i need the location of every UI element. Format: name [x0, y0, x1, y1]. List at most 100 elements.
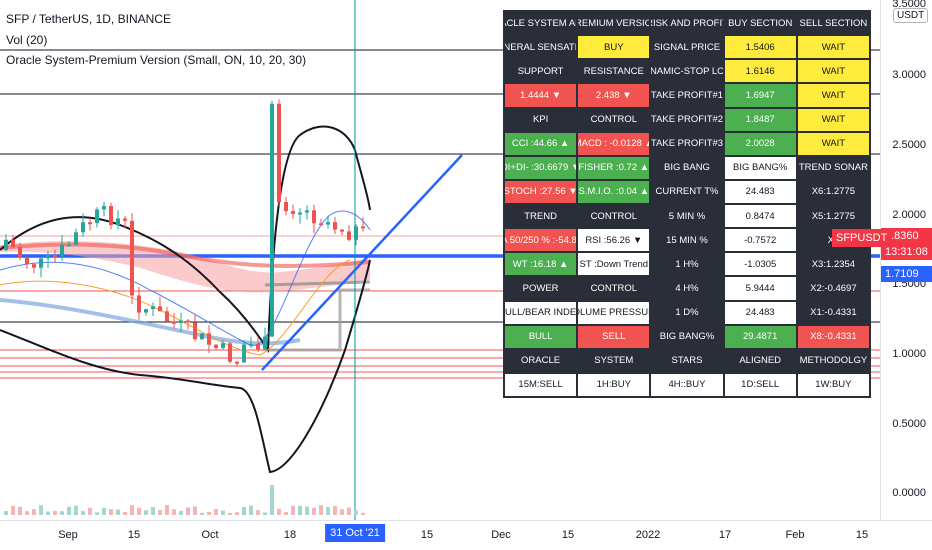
candle-body — [46, 255, 50, 259]
time-tick: 2022 — [635, 529, 661, 541]
table-cell: SYSTEM — [578, 349, 650, 372]
time-tick: 15 — [561, 529, 575, 541]
volume-bar — [74, 505, 78, 515]
table-cell: CURRENT T% — [651, 180, 723, 203]
price-axis[interactable]: USDT 3.5000 3.0000 2.5000 2.0000 1.5000 … — [880, 0, 932, 520]
table-cell: TAKE PROFIT#2 — [651, 108, 723, 131]
table-cell: RSI :56.26 ▼ — [578, 229, 650, 252]
table-cell: ORACLE SYSTEM ALGO — [505, 12, 577, 35]
table-cell: 1 H% — [651, 253, 723, 276]
volume-bar — [340, 509, 344, 515]
volume-bar — [249, 505, 253, 515]
table-cell: BIG BANG% — [651, 325, 723, 348]
candle-body — [354, 226, 358, 240]
volume-bar — [291, 505, 295, 515]
table-cell: BIG BANG — [651, 156, 723, 179]
candle-body — [200, 333, 204, 340]
volume-bar — [18, 506, 22, 515]
volume-bar — [39, 505, 43, 515]
table-cell: 1.8487 — [724, 108, 796, 131]
candle-body — [53, 255, 57, 258]
candle-body — [326, 222, 330, 225]
volume-bar — [277, 508, 281, 515]
volume-bar — [186, 507, 190, 515]
table-cell: WAIT — [797, 36, 869, 59]
table-cell: 5 MIN % — [651, 205, 723, 228]
table-cell: TREND SONAR — [797, 156, 869, 179]
volume-bars — [4, 485, 365, 515]
table-cell: 1.5406 — [724, 36, 796, 59]
time-tick: Dec — [491, 529, 511, 541]
table-cell: TAKE PROFIT#1 — [651, 84, 723, 107]
volume-bar — [67, 506, 71, 515]
candle-body — [312, 210, 316, 224]
symbol-legend: SFP / TetherUS, 1D, BINANCE — [6, 12, 171, 26]
candle-body — [270, 103, 274, 337]
chart-area[interactable]: SFP / TetherUS, 1D, BINANCE Vol (20) Ora… — [0, 0, 880, 520]
table-cell: 2.0028 — [724, 132, 796, 155]
candle-body — [277, 103, 281, 203]
table-cell: X5:1.2775 — [797, 205, 869, 228]
table-cell: 15M:SELL — [505, 373, 577, 396]
volume-bar — [53, 510, 57, 515]
time-axis[interactable]: Sep 15 Oct 18 31 Oct '21 15 Dec 15 2022 … — [0, 520, 932, 550]
price-tick: 1.0000 — [892, 348, 926, 360]
candle-body — [32, 264, 36, 268]
candle-body — [263, 336, 267, 350]
candle-body — [235, 361, 239, 364]
table-cell: CCI :44.66 ▲ — [505, 132, 577, 155]
volume-bar — [102, 507, 106, 515]
table-cell: SELL — [578, 325, 650, 348]
table-cell: TAKE PROFIT#3 — [651, 132, 723, 155]
volume-bar — [214, 509, 218, 515]
volume-bar — [228, 512, 232, 515]
table-cell: TREND — [505, 205, 577, 228]
candle-body — [249, 344, 253, 347]
price-chart[interactable] — [0, 0, 880, 520]
volume-bar — [116, 509, 120, 515]
table-cell: RISK AND PROFIT — [651, 12, 723, 35]
table-cell: 1D:SELL — [724, 373, 796, 396]
volume-bar — [242, 506, 246, 515]
price-tick: 3.0000 — [892, 69, 926, 81]
table-cell: 24.483 — [724, 301, 796, 324]
candle-body — [39, 258, 43, 268]
volume-bar — [221, 510, 225, 515]
table-cell: KPI — [505, 108, 577, 131]
candle-body — [207, 333, 211, 345]
table-cell: DYNAMIC-STOP LOSS — [651, 60, 723, 83]
secondary-price-tag: 1.7109 — [881, 266, 932, 282]
time-cursor-label: 31 Oct '21 — [325, 524, 385, 542]
time-tick: 18 — [283, 529, 297, 541]
candle-body — [88, 222, 92, 225]
table-cell: 1H:BUY — [578, 373, 650, 396]
price-tick: 0.0000 — [892, 487, 926, 499]
time-tick: Feb — [785, 529, 805, 541]
table-cell: ORACLE — [505, 349, 577, 372]
table-cell: POWER — [505, 277, 577, 300]
currency-label[interactable]: USDT — [893, 8, 929, 23]
table-cell: -0.7572 — [724, 229, 796, 252]
countdown-tag: 13:31:08 — [881, 244, 932, 260]
volume-bar — [172, 509, 176, 515]
table-cell: 0.8474 — [724, 205, 796, 228]
volume-bar — [333, 505, 337, 515]
table-cell: ALIGNED — [724, 349, 796, 372]
trend-line[interactable] — [261, 154, 463, 371]
table-cell: 5.9444 — [724, 277, 796, 300]
table-cell: 1.6146 — [724, 60, 796, 83]
candle-body — [319, 223, 323, 226]
price-tick: 2.5000 — [892, 139, 926, 151]
candle-body — [291, 211, 295, 214]
candle-body — [214, 344, 218, 348]
table-cell: CONTROL — [578, 205, 650, 228]
candle-body — [11, 239, 15, 248]
candle-body — [165, 311, 169, 322]
table-cell: STOCH :27.56 ▼ — [505, 180, 577, 203]
table-cell: S.M.I.O. :0.04 ▲ — [578, 180, 650, 203]
table-cell: BIG BANG% — [724, 156, 796, 179]
volume-bar — [11, 505, 15, 515]
candle-body — [340, 229, 344, 232]
table-cell: 29.4871 — [724, 325, 796, 348]
volume-bar — [319, 505, 323, 515]
